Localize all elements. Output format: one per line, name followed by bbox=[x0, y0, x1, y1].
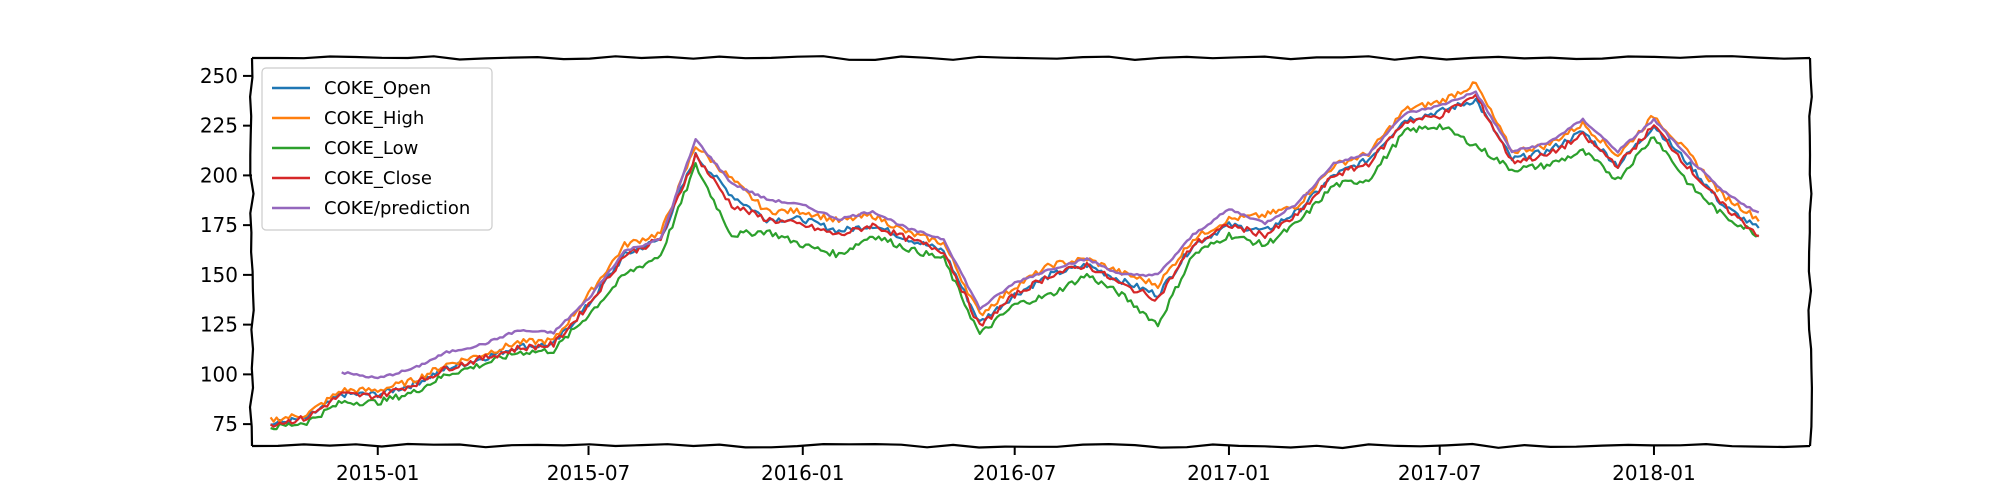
series-line-4 bbox=[341, 90, 1760, 380]
x-tick-label: 2015-01 bbox=[336, 461, 420, 485]
x-tick-label: 2018-01 bbox=[1612, 461, 1696, 485]
series-line-3 bbox=[269, 93, 1760, 428]
legend-label: COKE/prediction bbox=[324, 198, 470, 219]
legend-box bbox=[261, 67, 493, 231]
y-tick-label: 250 bbox=[200, 64, 238, 88]
y-tick-label: 175 bbox=[200, 213, 238, 237]
y-tick-label: 125 bbox=[200, 313, 238, 337]
series-line-1 bbox=[269, 81, 1760, 423]
axes-layer: 75 100 125 150 175 200 225 250 2015-01 2015-07 201… bbox=[200, 64, 1696, 485]
x-tick-label: 2016-01 bbox=[761, 461, 845, 485]
series-line-2 bbox=[270, 123, 1760, 431]
legend-label: COKE_Close bbox=[324, 168, 432, 189]
series-layer bbox=[269, 81, 1760, 431]
y-tick-label: 100 bbox=[200, 362, 238, 386]
x-tick-label: 2015-07 bbox=[547, 461, 631, 485]
legend-label: COKE_Low bbox=[324, 138, 418, 159]
y-tick-label: 75 bbox=[213, 412, 238, 436]
legend: COKE_Open COKE_High COKE_Low COKE_Close COKE… bbox=[261, 67, 493, 231]
y-tick-label: 150 bbox=[200, 263, 238, 287]
x-tick-label: 2016-07 bbox=[973, 461, 1057, 485]
y-tick-label: 225 bbox=[200, 114, 238, 138]
x-tick-label: 2017-07 bbox=[1398, 461, 1482, 485]
legend-label: COKE_High bbox=[324, 108, 424, 129]
legend-label: COKE_Open bbox=[324, 78, 431, 99]
plot-frame bbox=[248, 55, 1814, 450]
x-tick-label: 2017-01 bbox=[1187, 461, 1271, 485]
y-tick-label: 200 bbox=[200, 163, 238, 187]
